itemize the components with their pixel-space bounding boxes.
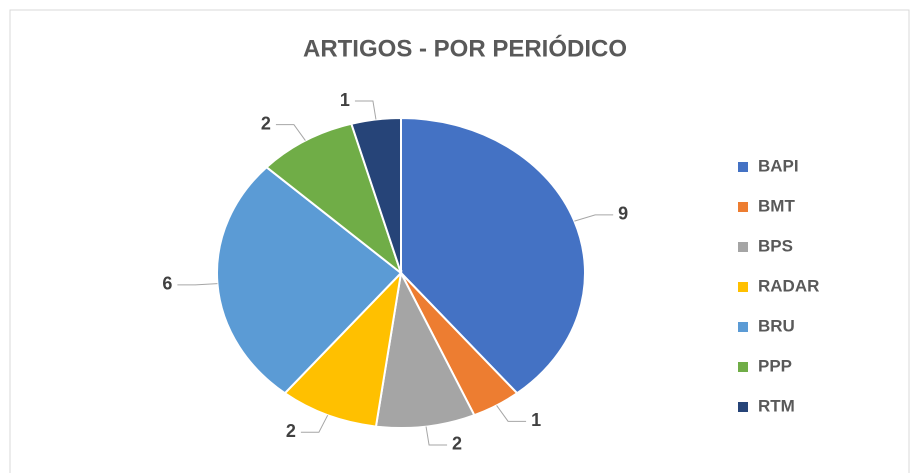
data-label: 2 bbox=[452, 434, 462, 454]
pie-slice bbox=[350, 116, 402, 274]
leader-line bbox=[496, 405, 527, 422]
leader-line bbox=[354, 100, 377, 120]
legend-label: BPS bbox=[758, 236, 793, 255]
leader-line bbox=[177, 283, 218, 286]
legend-swatch bbox=[738, 402, 748, 412]
leader-line bbox=[300, 414, 329, 433]
pie-slice bbox=[283, 270, 403, 428]
legend-swatch bbox=[738, 282, 748, 292]
legend-swatch bbox=[738, 202, 748, 212]
legend-label: BMT bbox=[758, 196, 795, 215]
pie-slice bbox=[400, 116, 586, 395]
data-label: 9 bbox=[618, 204, 628, 224]
data-label: 1 bbox=[531, 410, 541, 430]
legend-label: BRU bbox=[758, 316, 795, 335]
legend-label: RADAR bbox=[758, 276, 819, 295]
data-label: 1 bbox=[340, 90, 350, 110]
leader-line bbox=[574, 214, 614, 222]
legend-swatch bbox=[738, 362, 748, 372]
legend-swatch bbox=[738, 242, 748, 252]
legend-label: BAPI bbox=[758, 156, 799, 175]
data-label: 2 bbox=[261, 113, 271, 133]
legend-swatch bbox=[738, 162, 748, 172]
legend-label: RTM bbox=[758, 396, 795, 415]
leader-line bbox=[425, 426, 448, 446]
pie-slice bbox=[264, 122, 404, 276]
legend-swatch bbox=[738, 322, 748, 332]
chart-title: ARTIGOS - POR PERIÓDICO bbox=[303, 34, 627, 62]
data-label: 6 bbox=[162, 274, 172, 294]
leader-line bbox=[275, 124, 306, 141]
pie-slice bbox=[374, 269, 476, 429]
legend-label: PPP bbox=[758, 356, 792, 375]
pie-slice bbox=[216, 165, 403, 395]
data-label: 2 bbox=[286, 421, 296, 441]
